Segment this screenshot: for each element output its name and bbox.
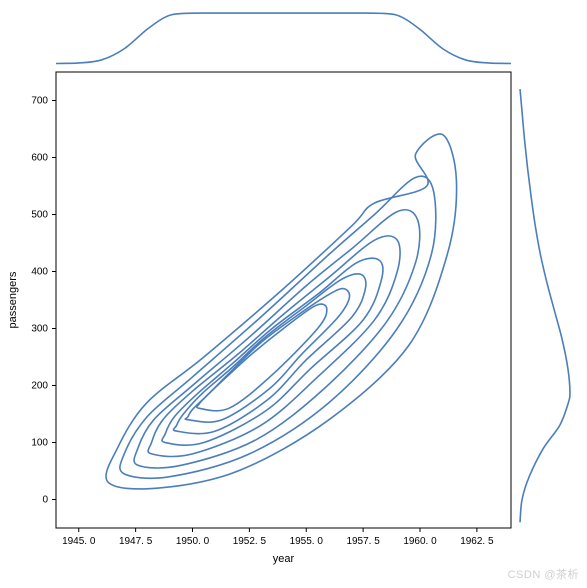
jointplot-svg: 1945. 0 1947. 5 1950. 0 1952. 5 1955. 0 1957.… [0, 0, 587, 588]
ylabel: passengers [7, 271, 19, 328]
xtick-label: 1957. 5 [346, 536, 380, 547]
xlabel: year [273, 553, 295, 565]
contour-level [134, 210, 420, 468]
xtick-label: 1945. 0 [62, 536, 96, 547]
xtick-label: 1952. 5 [233, 536, 267, 547]
main-plot-border [56, 72, 511, 528]
ytick-label: 600 [31, 153, 48, 164]
xtick-label: 1955. 0 [290, 536, 324, 547]
contour-level [106, 134, 457, 489]
xtick-label: 1960. 0 [403, 536, 437, 547]
jointplot-figure: 1945. 0 1947. 5 1950. 0 1952. 5 1955. 0 1957.… [0, 0, 587, 588]
marg-y-kde [520, 89, 570, 522]
xtick-label: 1962. 5 [460, 536, 494, 547]
ytick-label: 400 [31, 267, 48, 278]
ytick-label: 200 [31, 381, 48, 392]
ytick-label: 700 [31, 96, 48, 107]
ytick-label: 0 [42, 495, 48, 506]
marg-x-kde [56, 13, 511, 63]
ytick-label: 300 [31, 324, 48, 335]
contour-group [106, 134, 457, 489]
ytick-label: 100 [31, 438, 48, 449]
ytick-label: 500 [31, 210, 48, 221]
contour-level [148, 236, 400, 457]
xtick-label: 1947. 5 [119, 536, 153, 547]
xtick-label: 1950. 0 [176, 536, 210, 547]
watermark-text: CSDN @茶析 [508, 566, 579, 582]
